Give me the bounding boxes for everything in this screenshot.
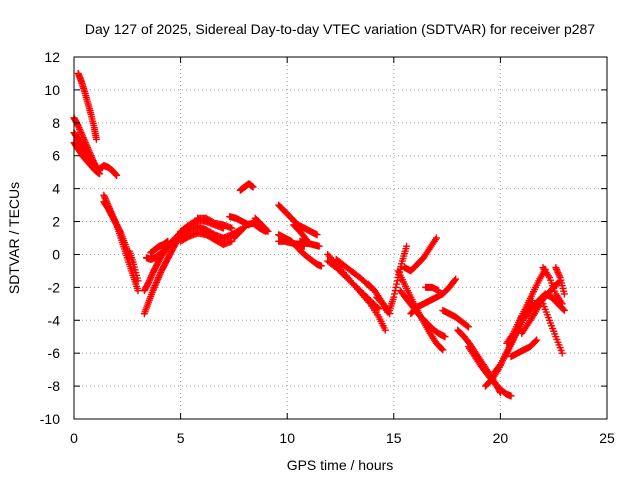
- data-point: [92, 135, 100, 143]
- y-tick-label: -8: [48, 378, 61, 394]
- y-tick-label: 8: [52, 115, 60, 131]
- series-arc-46: [539, 264, 566, 308]
- data-point-interp: [451, 277, 459, 285]
- y-tick-label: -6: [48, 345, 61, 361]
- series-arc-12: [147, 237, 172, 257]
- data-point-interp: [438, 345, 446, 353]
- y-tick-label: 12: [44, 49, 60, 65]
- data-point-interp: [532, 337, 540, 345]
- y-tick-label: 4: [52, 181, 60, 197]
- data-point: [432, 234, 440, 242]
- y-tick-label: 6: [52, 148, 60, 164]
- data-point-interp: [392, 283, 400, 291]
- y-tick-labels: -10 -8 -6 -4 -2 0 2 4 6 8 10 12: [40, 49, 60, 427]
- y-tick-label: 2: [52, 214, 60, 230]
- series-arc-25: [296, 237, 323, 250]
- series-arc-39: [464, 343, 515, 400]
- x-tick-label: 0: [70, 430, 78, 446]
- series-arc-3: [70, 139, 104, 178]
- series-arc-27: [324, 257, 383, 313]
- data-point: [317, 262, 325, 270]
- data-point: [403, 242, 411, 250]
- y-tick-label: 10: [44, 82, 60, 98]
- x-tick-label: 20: [493, 430, 509, 446]
- x-tick-label: 5: [177, 430, 185, 446]
- data-point-interp: [112, 171, 120, 179]
- series-arc-43: [507, 336, 541, 360]
- y-tick-label: 0: [52, 246, 60, 262]
- data-point: [439, 346, 447, 354]
- grid-lines: [74, 57, 607, 419]
- data-point: [507, 392, 515, 400]
- data-point: [558, 300, 566, 308]
- data-point: [113, 171, 121, 179]
- y-tick-label: -4: [48, 312, 61, 328]
- data-point-interp: [373, 303, 381, 311]
- data-point-interp: [116, 228, 124, 236]
- data-point: [558, 349, 566, 357]
- y-tick-label: -10: [40, 411, 60, 427]
- data-point: [134, 287, 142, 295]
- series-arc-35: [407, 275, 460, 318]
- chart-title: Day 127 of 2025, Sidereal Day-to-day VTE…: [85, 21, 595, 37]
- data-point: [381, 326, 389, 334]
- series-arc-4: [74, 69, 100, 143]
- data-point: [533, 336, 541, 344]
- series-arc-34: [400, 234, 440, 275]
- data-point: [164, 237, 172, 245]
- data-point: [464, 323, 472, 331]
- data-points: [70, 69, 568, 400]
- data-point: [560, 290, 568, 298]
- axis-ticks: [73, 56, 608, 420]
- data-point: [264, 227, 272, 235]
- data-point: [134, 277, 142, 285]
- x-axis-label: GPS time / hours: [287, 457, 394, 473]
- series-arc-32: [394, 267, 447, 354]
- data-point-interp: [559, 305, 567, 313]
- data-point: [315, 242, 323, 250]
- data-point: [452, 275, 460, 283]
- series-arc-37: [439, 306, 472, 331]
- y-axis-label: SDTVAR / TECUs: [6, 182, 22, 294]
- x-tick-label: 25: [599, 430, 615, 446]
- series-arc-20: [251, 214, 272, 235]
- series-arc-8: [125, 247, 142, 285]
- series-arc-48: [552, 264, 568, 298]
- data-point: [249, 183, 257, 191]
- series-arc-7: [100, 198, 133, 262]
- series-arc-5: [96, 162, 121, 179]
- data-point: [228, 224, 236, 232]
- x-tick-label: 10: [279, 430, 295, 446]
- series-arc-16: [194, 214, 236, 232]
- series-arc-31: [386, 242, 411, 314]
- data-point-interp: [391, 290, 399, 298]
- data-point: [435, 287, 443, 295]
- data-point-interp: [393, 277, 401, 285]
- plot-frame: [73, 56, 608, 420]
- data-point: [390, 293, 398, 301]
- data-point-interp: [393, 280, 401, 288]
- series-arc-36: [422, 283, 443, 295]
- x-tick-label: 15: [386, 430, 402, 446]
- data-point: [441, 333, 449, 341]
- data-point-interp: [263, 226, 271, 234]
- series-arc-47: [539, 300, 566, 357]
- series-arc-45: [522, 290, 568, 321]
- data-point-interp: [463, 322, 471, 330]
- x-tick-labels: 0 5 10 15 20 25: [70, 430, 615, 446]
- series-arc-18: [236, 180, 257, 194]
- y-tick-label: -2: [48, 279, 61, 295]
- data-point: [313, 231, 321, 239]
- data-point: [560, 306, 568, 314]
- data-point: [375, 305, 383, 313]
